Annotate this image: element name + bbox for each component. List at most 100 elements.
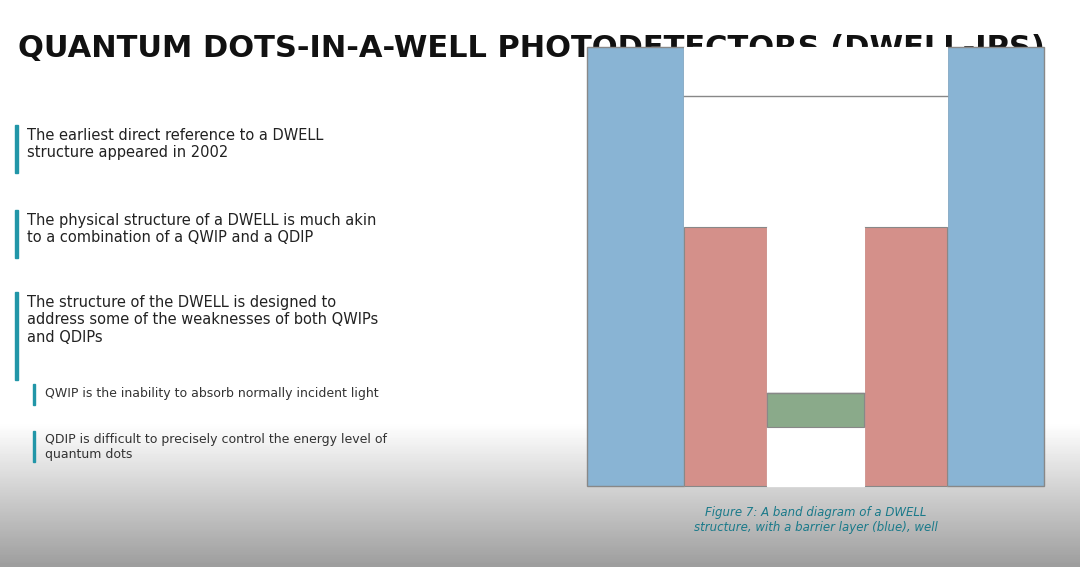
- Bar: [0, 452, 1080, 454]
- Bar: [0, 545, 1080, 548]
- Bar: [0, 524, 1080, 526]
- Bar: [0, 436, 1080, 438]
- Bar: [0, 450, 1080, 452]
- Bar: [588, 47, 685, 486]
- Bar: [767, 393, 864, 428]
- Text: The physical structure of a DWELL is much akin
to a combination of a QWIP and a : The physical structure of a DWELL is muc…: [27, 213, 376, 245]
- Bar: [0, 430, 1080, 432]
- Bar: [15, 292, 18, 380]
- Bar: [0, 535, 1080, 537]
- Bar: [0, 485, 1080, 487]
- Bar: [0, 479, 1080, 480]
- Bar: [0, 482, 1080, 484]
- Bar: [685, 227, 767, 486]
- Bar: [0, 466, 1080, 468]
- Bar: [0, 555, 1080, 556]
- Bar: [0, 447, 1080, 448]
- Text: QUANTUM DOTS-IN-A-WELL PHOTODETECTORS (DWELL-IPS): QUANTUM DOTS-IN-A-WELL PHOTODETECTORS (D…: [17, 34, 1044, 63]
- Bar: [864, 227, 946, 486]
- Bar: [0, 558, 1080, 560]
- Text: Figure 7: A band diagram of a DWELL
structure, with a barrier layer (blue), well: Figure 7: A band diagram of a DWELL stru…: [693, 506, 937, 534]
- Bar: [0, 532, 1080, 534]
- Bar: [32, 431, 35, 462]
- Text: The structure of the DWELL is designed to
address some of the weaknesses of both: The structure of the DWELL is designed t…: [27, 295, 378, 345]
- Bar: [0, 542, 1080, 544]
- Bar: [0, 473, 1080, 475]
- Bar: [0, 498, 1080, 500]
- Bar: [0, 517, 1080, 519]
- Bar: [0, 500, 1080, 501]
- Bar: [0, 454, 1080, 455]
- Bar: [0, 493, 1080, 494]
- Bar: [0, 509, 1080, 510]
- Bar: [0, 564, 1080, 565]
- Bar: [0, 515, 1080, 517]
- Bar: [0, 505, 1080, 507]
- Bar: [0, 429, 1080, 430]
- Bar: [0, 477, 1080, 479]
- Bar: [0, 480, 1080, 482]
- Bar: [767, 227, 864, 486]
- Text: QWIP is the inability to absorb normally incident light: QWIP is the inability to absorb normally…: [44, 387, 378, 400]
- Bar: [0, 489, 1080, 491]
- Bar: [0, 459, 1080, 460]
- Bar: [0, 530, 1080, 532]
- Bar: [0, 425, 1080, 427]
- Bar: [0, 494, 1080, 496]
- Bar: [0, 503, 1080, 505]
- Bar: [0, 434, 1080, 436]
- Bar: [0, 548, 1080, 549]
- Bar: [0, 468, 1080, 469]
- Bar: [0, 534, 1080, 535]
- Bar: [0, 553, 1080, 555]
- Bar: [0, 487, 1080, 489]
- Bar: [0, 507, 1080, 509]
- Bar: [0, 0, 1080, 425]
- Bar: [0, 540, 1080, 542]
- Bar: [0, 491, 1080, 493]
- Bar: [0, 424, 1080, 425]
- Bar: [0, 564, 1080, 567]
- Bar: [0, 510, 1080, 512]
- Text: QDIP is difficult to precisely control the energy level of
quantum dots: QDIP is difficult to precisely control t…: [44, 433, 387, 460]
- Bar: [0, 427, 1080, 429]
- Bar: [0, 501, 1080, 503]
- Bar: [32, 384, 35, 405]
- Bar: [0, 512, 1080, 514]
- Bar: [0, 551, 1080, 553]
- Bar: [0, 439, 1080, 441]
- Bar: [0, 457, 1080, 459]
- Bar: [0, 523, 1080, 524]
- Bar: [0, 560, 1080, 562]
- Bar: [0, 441, 1080, 443]
- Bar: [0, 496, 1080, 498]
- Bar: [0, 526, 1080, 528]
- Bar: [0, 455, 1080, 457]
- Bar: [0, 484, 1080, 485]
- Bar: [15, 125, 18, 173]
- Bar: [947, 47, 1044, 486]
- Bar: [0, 448, 1080, 450]
- Bar: [0, 445, 1080, 447]
- Bar: [767, 428, 864, 486]
- Bar: [0, 537, 1080, 539]
- Bar: [0, 469, 1080, 471]
- Bar: [0, 514, 1080, 515]
- Bar: [0, 556, 1080, 558]
- Bar: [0, 528, 1080, 530]
- Bar: [685, 47, 947, 486]
- Bar: [0, 443, 1080, 445]
- Bar: [0, 432, 1080, 434]
- Bar: [0, 438, 1080, 439]
- Bar: [0, 562, 1080, 564]
- Bar: [0, 549, 1080, 551]
- Text: The earliest direct reference to a DWELL
structure appeared in 2002: The earliest direct reference to a DWELL…: [27, 128, 323, 160]
- Bar: [0, 539, 1080, 540]
- Bar: [0, 463, 1080, 464]
- Bar: [767, 393, 864, 428]
- Bar: [0, 464, 1080, 466]
- Bar: [15, 210, 18, 258]
- Bar: [0, 475, 1080, 477]
- Bar: [767, 393, 864, 428]
- Bar: [0, 544, 1080, 545]
